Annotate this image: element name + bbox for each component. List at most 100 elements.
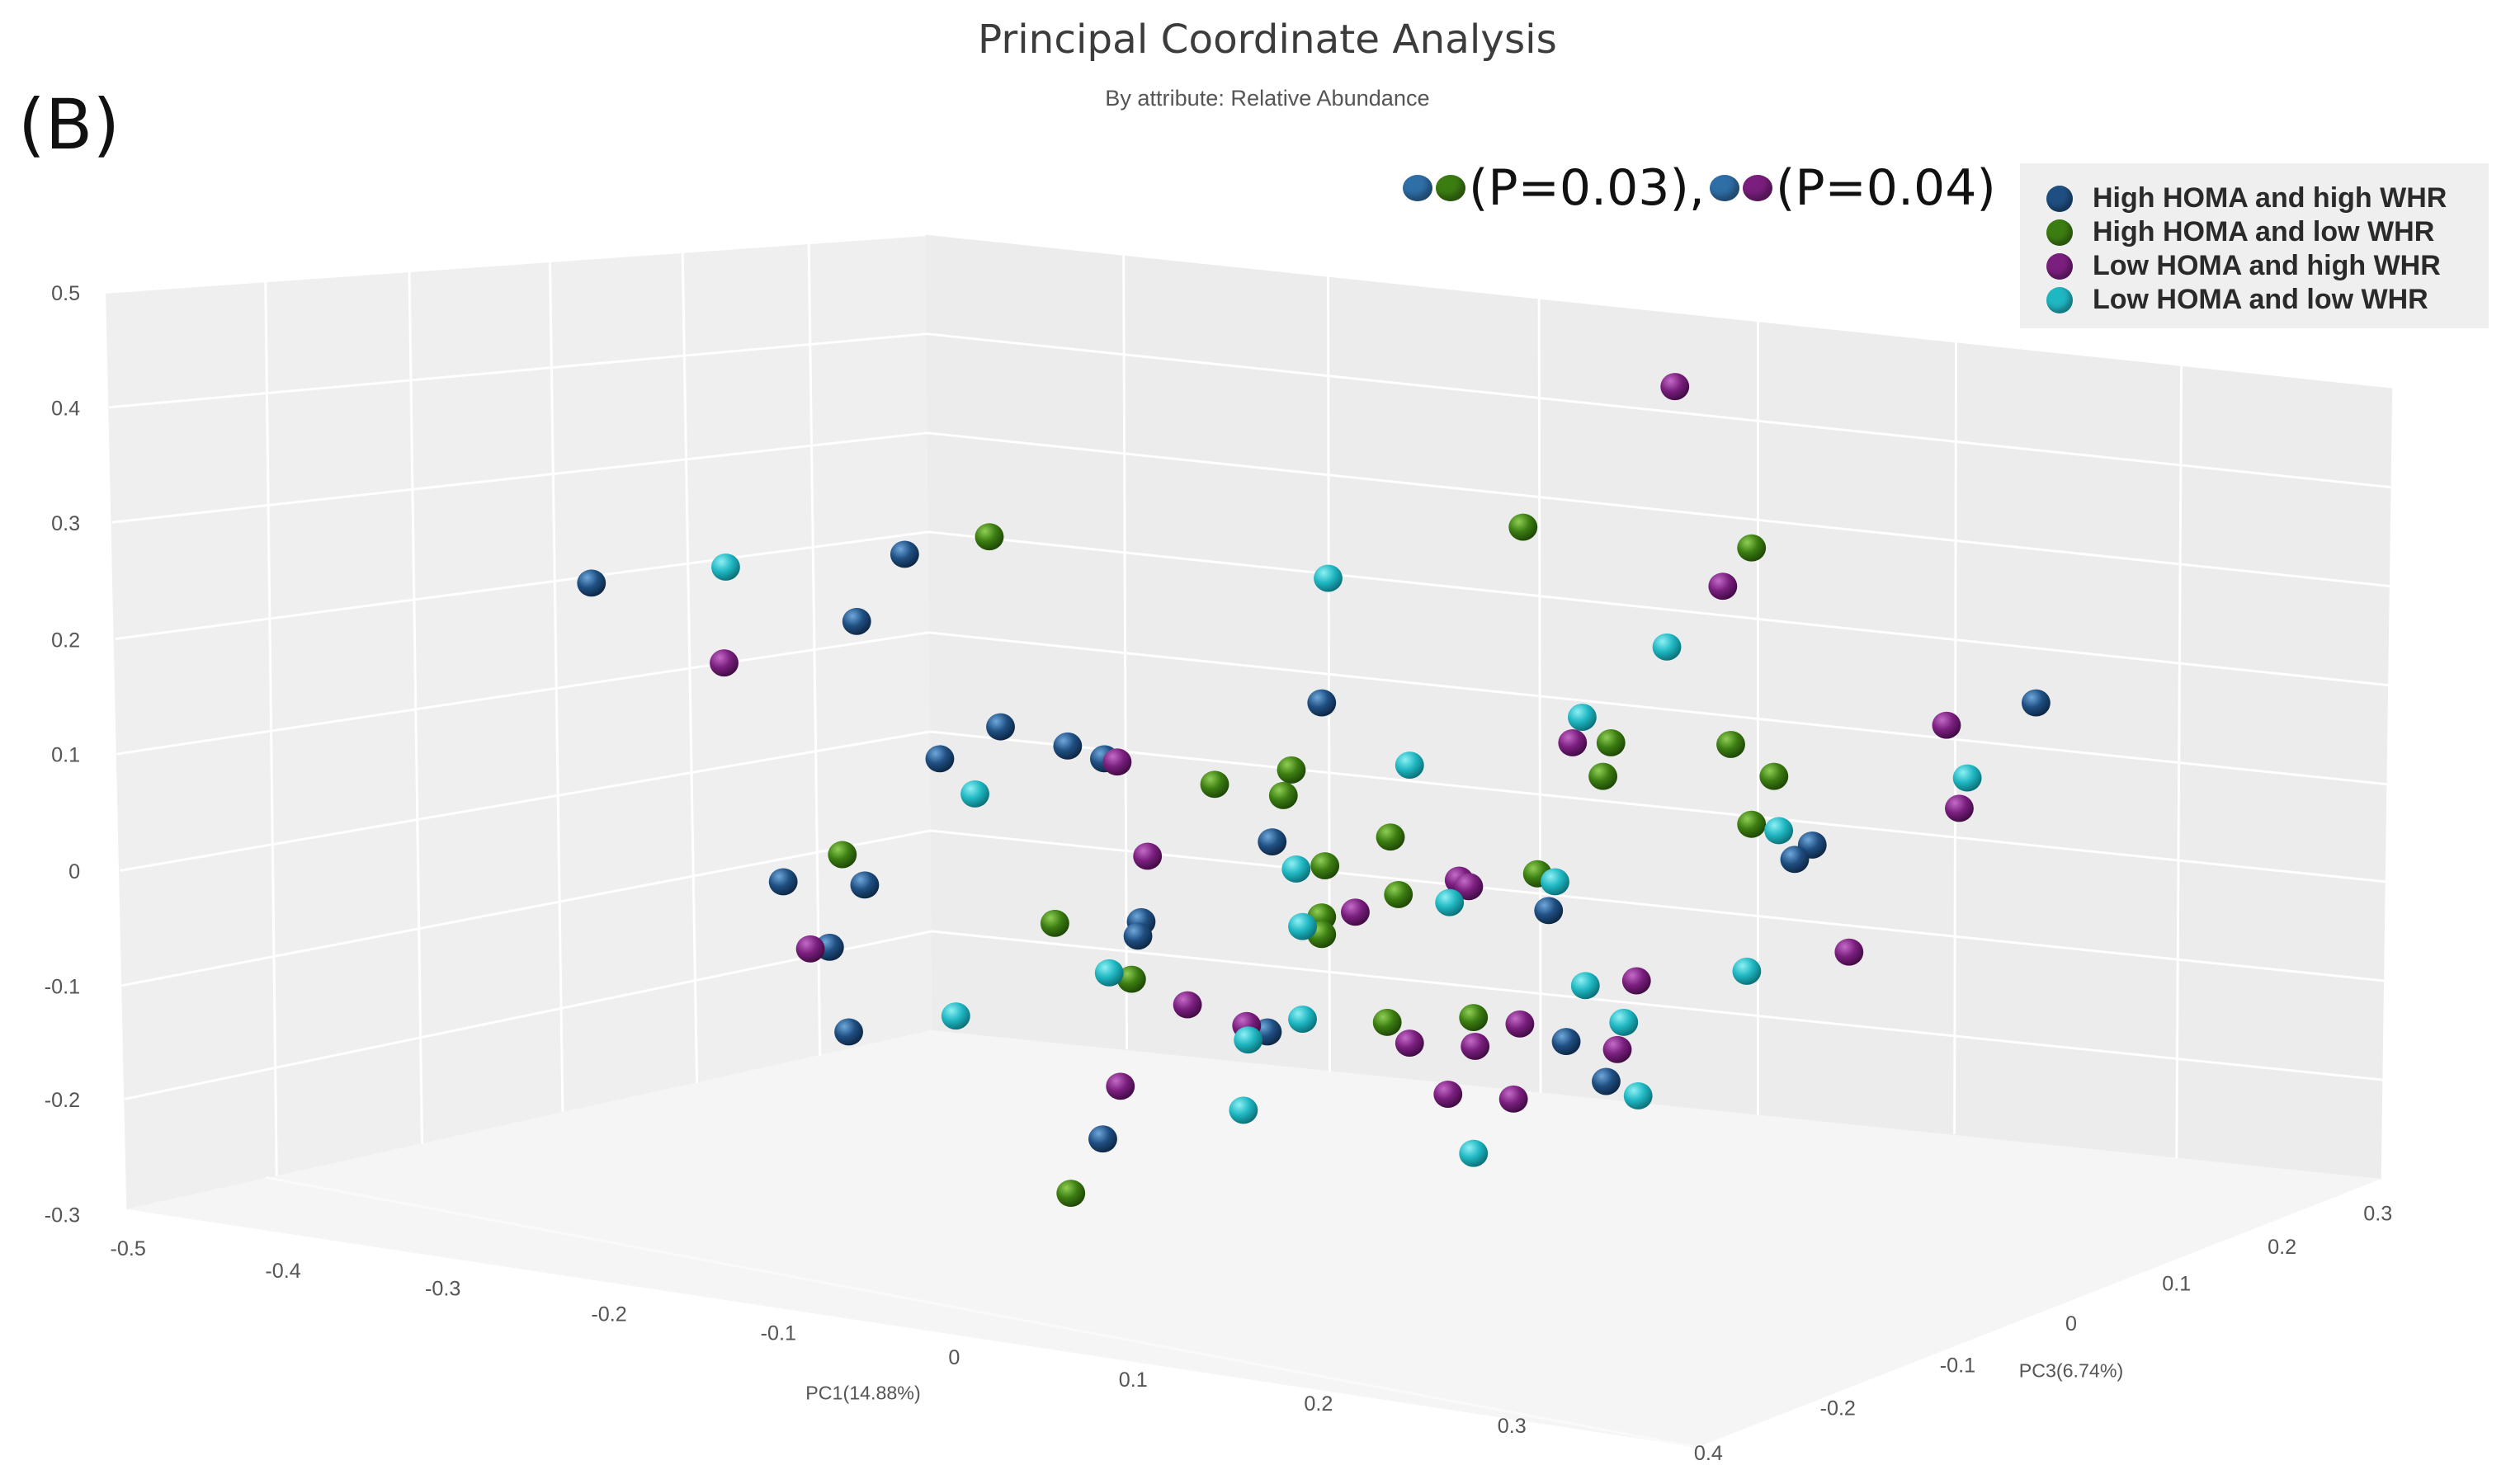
x-tick-label: 0.3 [1498,1415,1527,1438]
point-high-homa-and-high-whr [2021,689,2051,717]
point-high-homa-and-high-whr [1088,1125,1117,1153]
point-low-homa-and-high-whr [1102,748,1132,776]
point-low-homa-and-low-whr [1229,1096,1258,1124]
point-low-homa-and-low-whr [1652,633,1682,661]
y-tick-label: 0.1 [51,744,80,767]
panel-label: (B) [18,84,120,165]
right-back-wall [925,234,2393,1180]
left-back-wall [106,234,932,1209]
pvalue-text-1: (P=0.03), [1469,159,1705,217]
legend-swatch-icon [2046,219,2073,246]
point-high-homa-and-high-whr [1307,689,1337,717]
axes-text: 0.5 0.4 0.3 0.2 0.1 0 -0.1 -0.2 -0.3 -0.5 -0.4 -0.3… [45,282,2393,1465]
point-high-homa-and-high-whr [577,569,606,597]
point-high-homa-and-low-whr [1056,1180,1086,1208]
legend-swatch-icon [2046,252,2073,280]
x-tick-label: -0.2 [591,1303,626,1326]
scatter-points [577,373,2051,1208]
point-low-homa-and-high-whr [1505,1010,1535,1038]
dot-marker [1709,175,1739,201]
point-high-homa-and-low-whr [1759,762,1789,790]
z-tick-label: 0.2 [2268,1236,2296,1259]
z-tick-label: -0.1 [1940,1354,1975,1377]
y-tick-label: 0 [68,860,80,883]
chart-title: Principal Coordinate Analysis [978,16,1557,63]
legend-label: High HOMA and low WHR [2093,216,2435,247]
point-low-homa-and-high-whr [795,935,825,963]
point-high-homa-and-low-whr [828,841,857,869]
point-high-homa-and-low-whr [975,523,1004,551]
point-high-homa-and-high-whr [834,1018,863,1046]
point-low-homa-and-low-whr [1288,1006,1317,1033]
point-high-homa-and-high-whr [1534,897,1564,925]
x-tick-label: 0.1 [1119,1369,1148,1392]
dot-marker [1403,175,1432,201]
point-high-homa-and-low-whr [1372,1008,1402,1036]
dot-marker [1742,175,1772,201]
point-low-homa-and-high-whr [1834,938,1864,966]
point-high-homa-and-low-whr [1277,756,1306,784]
point-low-homa-and-low-whr [1623,1081,1653,1109]
y-tick-label: 0.4 [51,397,80,420]
point-high-homa-and-low-whr [1376,823,1405,851]
x-tick-label: -0.3 [425,1277,460,1300]
point-low-homa-and-low-whr [1281,855,1311,883]
legend-item: Low HOMA and high WHR [2046,249,2489,283]
x-tick-label: 0.2 [1304,1392,1333,1416]
legend-item: Low HOMA and low WHR [2046,283,2489,317]
point-low-homa-and-low-whr [711,553,740,581]
point-low-homa-and-high-whr [1106,1072,1135,1100]
y-tick-label: -0.3 [45,1204,80,1227]
point-high-homa-and-low-whr [1116,965,1146,993]
point-high-homa-and-high-whr [842,607,871,635]
point-high-homa-and-high-whr [1258,828,1287,855]
point-low-homa-and-low-whr [1732,957,1762,985]
point-high-homa-and-low-whr [1200,770,1229,799]
point-low-homa-and-high-whr [1498,1085,1528,1113]
z-tick-label: 0.3 [2363,1202,2392,1225]
dot-marker [1436,175,1465,201]
floor-plane [126,1030,2381,1448]
point-high-homa-and-high-whr [925,745,955,773]
y-tick-label: 0.2 [51,629,80,652]
point-low-homa-and-low-whr [960,780,989,808]
significance-annotation: (P=0.03), (P=0.04) [1403,155,1996,221]
legend-label: Low HOMA and high WHR [2093,250,2441,281]
point-low-homa-and-high-whr [710,649,739,677]
point-high-homa-and-high-whr [986,713,1015,741]
point-high-homa-and-low-whr [1737,534,1767,562]
point-low-homa-and-high-whr [1173,991,1202,1019]
legend-label: Low HOMA and low WHR [2093,284,2428,315]
y-tick-label: 0.3 [51,512,80,535]
z-tick-label: 0.1 [2162,1273,2191,1296]
point-low-homa-and-high-whr [1602,1035,1632,1063]
point-low-homa-and-high-whr [1708,572,1738,601]
point-high-homa-and-low-whr [1310,852,1340,880]
point-high-homa-and-low-whr [1384,880,1413,908]
point-low-homa-and-low-whr [1764,817,1794,845]
point-high-homa-and-high-whr [1592,1067,1621,1095]
point-high-homa-and-high-whr [1053,732,1083,760]
legend-item: High HOMA and high WHR [2046,181,2489,215]
point-high-homa-and-low-whr [1459,1004,1489,1032]
x-tick-label: -0.5 [111,1237,146,1260]
point-high-homa-and-low-whr [1588,762,1618,790]
point-high-homa-and-high-whr [1551,1028,1581,1056]
point-low-homa-and-low-whr [1570,972,1600,1000]
point-low-homa-and-high-whr [1461,1032,1490,1060]
point-low-homa-and-low-whr [1234,1026,1263,1054]
z-axis-title: PC3(6.74%) [2019,1359,2123,1381]
point-high-homa-and-high-whr [1780,846,1810,874]
point-low-homa-and-low-whr [1094,959,1124,987]
legend-swatch-icon [2046,185,2073,212]
point-high-homa-and-low-whr [1508,513,1538,541]
point-high-homa-and-high-whr [890,540,919,568]
point-low-homa-and-high-whr [1341,898,1370,926]
chart-subtitle: By attribute: Relative Abundance [1105,85,1429,111]
y-tick-label: 0.5 [51,282,80,305]
x-tick-label: 0.4 [1694,1442,1723,1465]
point-high-homa-and-high-whr [768,868,798,896]
point-high-homa-and-low-whr [1596,729,1626,756]
point-low-homa-and-low-whr [1541,868,1569,896]
point-low-homa-and-low-whr [1288,912,1317,940]
